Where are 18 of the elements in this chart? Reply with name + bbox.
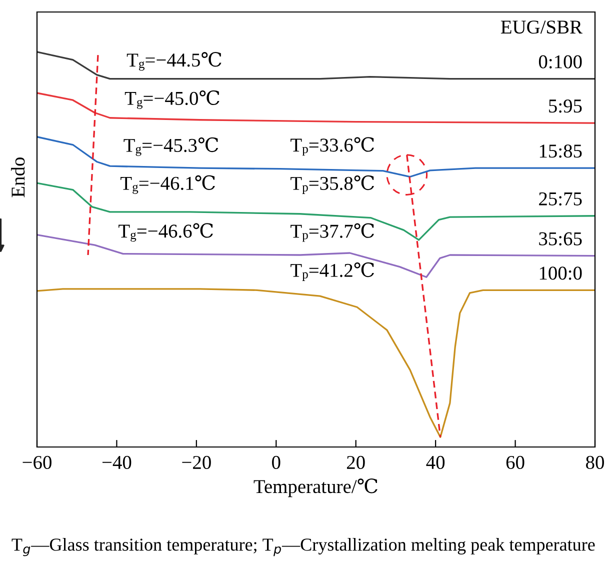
legend-title: EUG/SBR: [500, 20, 582, 34]
series-label: 100:0: [540, 266, 582, 280]
text: T$_{g}$—Glass transition temperature; T$_{p}$—Crystallization melting peak temperature: [12, 538, 595, 556]
series-label: 5:95: [549, 100, 582, 113]
series-label: 15:85: [540, 144, 582, 158]
x-tick-label: 80: [586, 456, 604, 470]
x-tick-label: 60: [506, 456, 524, 470]
x-tick-label: 0: [272, 456, 280, 470]
x-tick-label: −40: [102, 456, 132, 470]
x-tick-label: 40: [426, 456, 445, 470]
series-label: 0:100: [538, 55, 582, 68]
x-axis-title: Temperature/℃: [254, 478, 378, 498]
x-tick-label: −60: [22, 456, 52, 470]
x-tick-label: −20: [182, 456, 211, 470]
series-label: 35:65: [539, 232, 582, 246]
series-label: 25:75: [539, 192, 582, 206]
y-axis-title: Endo: [11, 158, 25, 198]
x-tick-label: 20: [346, 456, 365, 470]
